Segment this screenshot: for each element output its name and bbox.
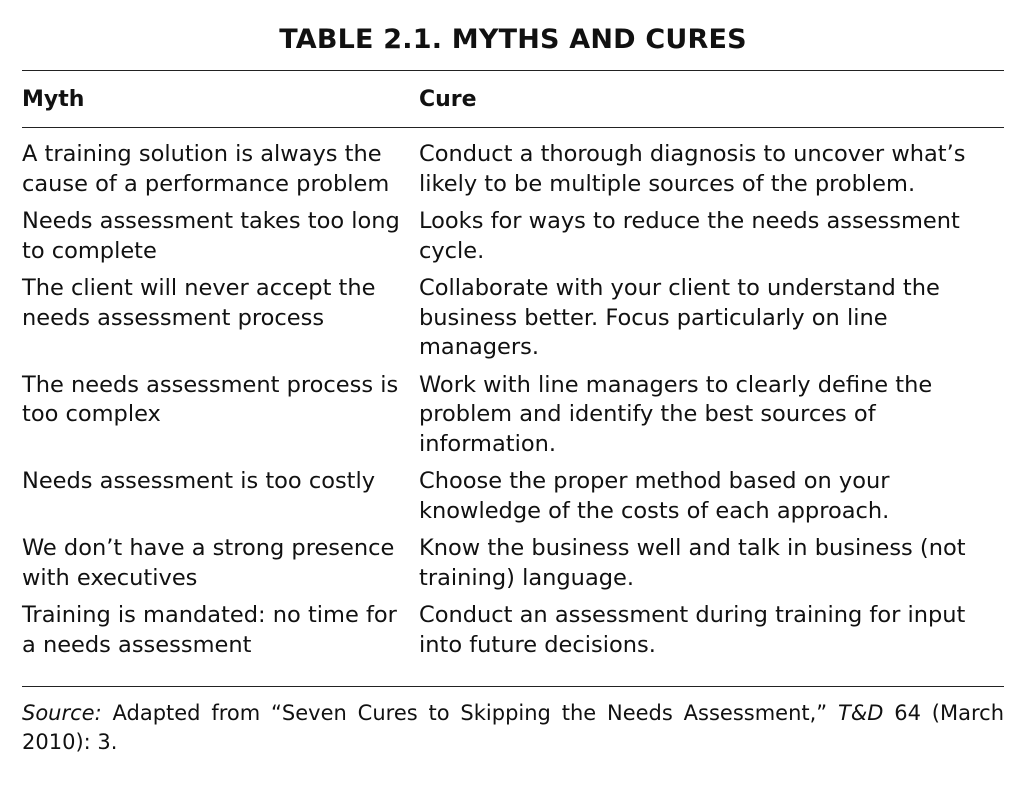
- table-row: Needs assessment is too costly Choose th…: [22, 467, 1004, 526]
- table-row: The needs assessment process is too comp…: [22, 371, 1004, 460]
- table-header-row: Myth Cure: [22, 71, 1004, 127]
- table-body: A training solution is always the cause …: [22, 128, 1004, 686]
- myth-cell: Training is mandated: no time for a need…: [22, 602, 397, 658]
- myth-cell: A training solution is always the cause …: [22, 141, 390, 197]
- cure-cell: Work with line managers to clearly defin…: [419, 371, 933, 457]
- cure-cell: Collaborate with your client to understa…: [419, 275, 940, 360]
- table-title: TABLE 2.1. MYTHS AND CURES: [279, 24, 747, 55]
- myth-cell: The needs assessment process is too comp…: [22, 371, 399, 428]
- source-note: Source: Adapted from “Seven Cures to Ski…: [22, 699, 1004, 757]
- source-text: Adapted from “Seven Cures to Skipping th…: [101, 701, 839, 725]
- myth-cell: We don’t have a strong presence with exe…: [22, 535, 395, 591]
- table-row: A training solution is always the cause …: [22, 140, 1004, 199]
- top-rule: [22, 70, 1004, 71]
- table-row: Training is mandated: no time for a need…: [22, 601, 1004, 660]
- myth-cell: Needs assessment takes too long to compl…: [22, 208, 400, 264]
- header-rule: [22, 127, 1004, 128]
- table-row: The client will never accept the needs a…: [22, 274, 1004, 363]
- cure-cell: Know the business well and talk in busin…: [419, 535, 966, 591]
- myth-column-header: Myth: [22, 86, 85, 112]
- table-document: TABLE 2.1. MYTHS AND CURES Myth Cure A t…: [22, 22, 1004, 778]
- cure-cell: Conduct a thorough diagnosis to uncover …: [419, 141, 966, 197]
- cure-cell: Choose the proper method based on your k…: [419, 468, 890, 524]
- cure-cell: Looks for ways to reduce the needs asses…: [419, 208, 960, 264]
- source-label: Source:: [22, 701, 102, 725]
- source-journal: T&D: [838, 701, 884, 725]
- myth-cell: Needs assessment is too costly: [22, 468, 376, 494]
- myth-cell: The client will never accept the needs a…: [22, 275, 376, 331]
- cure-column-header: Cure: [419, 86, 477, 112]
- table-row: Needs assessment takes too long to compl…: [22, 207, 1004, 266]
- source-citation: 64 (March 2010): 3.: [22, 701, 1005, 754]
- table-row: We don’t have a strong presence with exe…: [22, 534, 1004, 593]
- bottom-rule: [22, 686, 1004, 687]
- cure-cell: Conduct an assessment during training fo…: [419, 602, 966, 658]
